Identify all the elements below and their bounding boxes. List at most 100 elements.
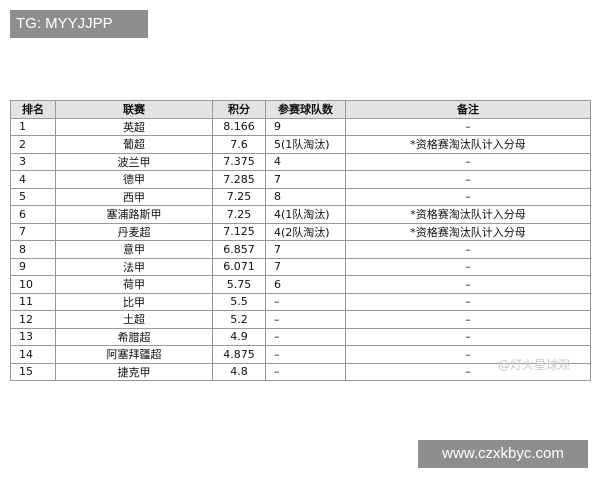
table-cell: 5 (10, 187, 56, 206)
table-cell: – (345, 187, 591, 206)
table-row: 8 意甲 6.857 7– (10, 240, 591, 259)
table-cell: 7.25 (212, 205, 266, 224)
table-cell: 丹麦超 (55, 222, 213, 241)
tag-label: TG: MYYJJPP (10, 10, 148, 38)
table-cell: – (345, 327, 591, 346)
table-cell: – (265, 327, 346, 346)
table-cell: 5(1队淘汰) (265, 135, 346, 154)
column-header: 参赛球队数 (265, 100, 346, 119)
site-label: www.czxkbyc.com (418, 440, 588, 468)
table-row: 12 土超 5.2– – (10, 310, 591, 329)
table-cell: 7 (265, 257, 346, 276)
table-cell: – (345, 292, 591, 311)
column-header: 联赛 (55, 100, 213, 119)
table-cell: 2 (10, 135, 56, 154)
table-cell: 德甲 (55, 170, 213, 189)
table-cell: 6 (10, 205, 56, 224)
table-cell: 12 (10, 310, 56, 329)
table-cell: – (265, 292, 346, 311)
table-cell: 4(1队淘汰) (265, 205, 346, 224)
table-cell: 5.75 (212, 275, 266, 294)
table-cell: 塞浦路斯甲 (55, 205, 213, 224)
table-cell: 10 (10, 275, 56, 294)
table-cell: *资格赛淘汰队计入分母 (345, 205, 591, 224)
table-cell: 7 (265, 170, 346, 189)
table-row: 3 波兰甲 7.375 4– (10, 152, 591, 171)
table-row: 7 丹麦超 7.125 4(2队淘汰) *资格赛淘汰队计入分母 (10, 222, 591, 241)
table-row: 2 葡超 7.6 5(1队淘汰) *资格赛淘汰队计入分母 (10, 135, 591, 154)
column-header: 排名 (10, 100, 56, 119)
table-cell: – (265, 345, 346, 364)
column-header: 备注 (345, 100, 591, 119)
header-row: 排名 联赛 积分 参赛球队数 备注 (10, 100, 591, 119)
table-cell: 4.9 (212, 327, 266, 346)
table-cell: *资格赛淘汰队计入分母 (345, 135, 591, 154)
table-row: 5 西甲 7.25 8– (10, 187, 591, 206)
table-cell: 阿塞拜疆超 (55, 345, 213, 364)
table-cell: 7 (265, 240, 346, 259)
table-cell: 西甲 (55, 187, 213, 206)
table-cell: 6.857 (212, 240, 266, 259)
table-cell: – (345, 257, 591, 276)
table-cell: *资格赛淘汰队计入分母 (345, 222, 591, 241)
table-cell: – (345, 117, 591, 136)
ranking-table: 排名 联赛 积分 参赛球队数 备注 1 英超 8.166 9–2 葡超 7.6 5(1队淘汰) *资格… (10, 100, 591, 381)
table-cell: 5.2 (212, 310, 266, 329)
table-row: 4 德甲 7.285 7– (10, 170, 591, 189)
table-cell: 7.285 (212, 170, 266, 189)
table-cell: 4(2队淘汰) (265, 222, 346, 241)
table-cell: 捷克甲 (55, 362, 213, 381)
table-cell: 7.375 (212, 152, 266, 171)
table-cell: 荷甲 (55, 275, 213, 294)
table-cell: 比甲 (55, 292, 213, 311)
table-cell: 14 (10, 345, 56, 364)
table-cell: 8.166 (212, 117, 266, 136)
table-row: 6 塞浦路斯甲 7.25 4(1队淘汰) *资格赛淘汰队计入分母 (10, 205, 591, 224)
table-cell: – (265, 362, 346, 381)
table-cell: 8 (10, 240, 56, 259)
table-cell: – (345, 275, 591, 294)
table-cell: 4 (10, 170, 56, 189)
column-header: 积分 (212, 100, 266, 119)
table-row: 15 捷克甲 4.8– – (10, 362, 591, 381)
table-cell: 9 (10, 257, 56, 276)
table-cell: 6.071 (212, 257, 266, 276)
table-cell: 葡超 (55, 135, 213, 154)
table-cell: 8 (265, 187, 346, 206)
table-cell: 13 (10, 327, 56, 346)
table-cell: – (345, 152, 591, 171)
table-cell: 11 (10, 292, 56, 311)
table-row: 13 希腊超 4.9– – (10, 327, 591, 346)
table-cell: – (345, 240, 591, 259)
table-cell: 4 (265, 152, 346, 171)
table-cell: 3 (10, 152, 56, 171)
table-cell: 15 (10, 362, 56, 381)
table-cell: 9 (265, 117, 346, 136)
table-cell: 土超 (55, 310, 213, 329)
table-cell: 法甲 (55, 257, 213, 276)
table-row: 1 英超 8.166 9– (10, 117, 591, 136)
table-cell: 4.8 (212, 362, 266, 381)
table-cell: 6 (265, 275, 346, 294)
table-cell: 7.125 (212, 222, 266, 241)
table-cell: – (345, 170, 591, 189)
table-cell: 4.875 (212, 345, 266, 364)
table-body: 1 英超 8.166 9–2 葡超 7.6 5(1队淘汰) *资格赛淘汰队计入分母 3 波兰甲 7.… (10, 117, 591, 381)
table-cell: 1 (10, 117, 56, 136)
table-cell: 英超 (55, 117, 213, 136)
table-cell: – (265, 310, 346, 329)
table-cell: – (345, 310, 591, 329)
watermark: @灯火星球观 (498, 358, 571, 372)
table-cell: 希腊超 (55, 327, 213, 346)
table-row: 10 荷甲 5.75 6– (10, 275, 591, 294)
table-cell: 7.6 (212, 135, 266, 154)
table-cell: 7.25 (212, 187, 266, 206)
table-row: 11 比甲 5.5– – (10, 292, 591, 311)
table-cell: 5.5 (212, 292, 266, 311)
table-cell: 波兰甲 (55, 152, 213, 171)
table-cell: 意甲 (55, 240, 213, 259)
table-cell: 7 (10, 222, 56, 241)
table-row: 9 法甲 6.071 7– (10, 257, 591, 276)
table-cell: – (345, 362, 591, 381)
